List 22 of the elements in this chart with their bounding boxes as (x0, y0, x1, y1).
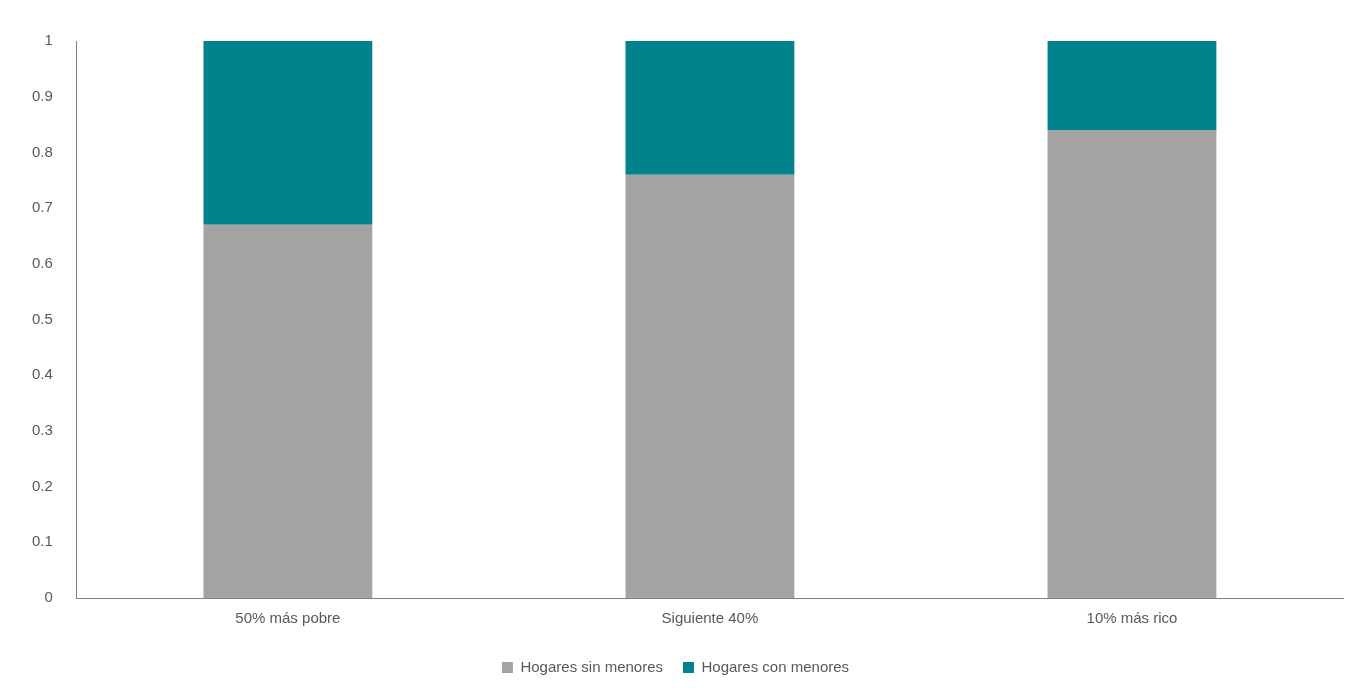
y-tick-label: 0.4 (31, 365, 53, 383)
bar (625, 174, 795, 598)
legend-label: Hogares con menores (701, 657, 850, 675)
y-tick-label: 0.3 (31, 421, 53, 439)
y-tick-label: 0.6 (31, 253, 53, 271)
x-tick-label: Siguiente 40% (661, 609, 759, 627)
y-tick-label: 0.8 (31, 142, 53, 160)
x-tick-label: 50% más pobre (235, 609, 341, 627)
y-tick-label: 0.5 (31, 309, 53, 327)
legend-label: Hogares sin menores (520, 657, 664, 675)
y-tick-label: 0.1 (31, 532, 53, 550)
bar (1047, 130, 1217, 598)
bar (203, 224, 373, 598)
y-tick-label: 0.2 (31, 476, 53, 494)
x-tick-label: 10% más rico (1086, 609, 1178, 627)
y-tick-label: 1 (44, 31, 53, 49)
y-tick-label: 0.7 (31, 198, 53, 216)
bar (625, 41, 795, 175)
bar (1047, 41, 1217, 131)
y-tick-label: 0 (44, 588, 53, 606)
bar (203, 41, 373, 225)
y-tick-label: 0.9 (31, 86, 53, 104)
